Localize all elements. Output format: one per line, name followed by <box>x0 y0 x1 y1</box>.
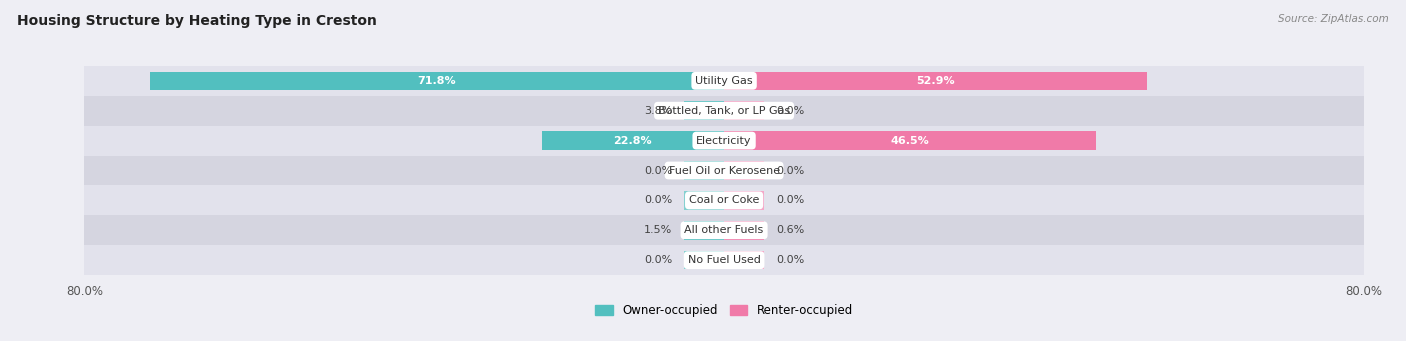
Bar <box>685 191 724 210</box>
Bar <box>724 101 763 120</box>
Text: Electricity: Electricity <box>696 136 752 146</box>
Text: Bottled, Tank, or LP Gas: Bottled, Tank, or LP Gas <box>658 106 790 116</box>
Bar <box>84 66 1364 96</box>
Text: 1.5%: 1.5% <box>644 225 672 235</box>
Bar <box>685 221 724 240</box>
Text: 0.6%: 0.6% <box>776 225 804 235</box>
Text: 71.8%: 71.8% <box>418 76 457 86</box>
Bar <box>84 245 1364 275</box>
Text: 0.0%: 0.0% <box>776 255 804 265</box>
Text: Coal or Coke: Coal or Coke <box>689 195 759 205</box>
Bar <box>685 251 724 269</box>
Text: 52.9%: 52.9% <box>917 76 955 86</box>
Bar <box>724 191 763 210</box>
Legend: Owner-occupied, Renter-occupied: Owner-occupied, Renter-occupied <box>591 299 858 322</box>
Bar <box>84 186 1364 216</box>
Bar <box>84 155 1364 186</box>
Text: 22.8%: 22.8% <box>613 136 652 146</box>
Bar <box>84 125 1364 155</box>
Text: No Fuel Used: No Fuel Used <box>688 255 761 265</box>
Text: Utility Gas: Utility Gas <box>696 76 752 86</box>
Text: Housing Structure by Heating Type in Creston: Housing Structure by Heating Type in Cre… <box>17 14 377 28</box>
Bar <box>150 72 724 90</box>
Text: 0.0%: 0.0% <box>776 106 804 116</box>
Bar <box>724 72 1147 90</box>
Text: 46.5%: 46.5% <box>890 136 929 146</box>
Bar <box>685 161 724 180</box>
Bar <box>541 131 724 150</box>
Text: Fuel Oil or Kerosene: Fuel Oil or Kerosene <box>668 165 780 176</box>
Text: 0.0%: 0.0% <box>776 195 804 205</box>
Bar <box>84 96 1364 125</box>
Bar <box>724 161 763 180</box>
Bar <box>724 131 1095 150</box>
Bar <box>724 251 763 269</box>
Text: 3.8%: 3.8% <box>644 106 672 116</box>
Text: All other Fuels: All other Fuels <box>685 225 763 235</box>
Bar <box>685 101 724 120</box>
Text: 0.0%: 0.0% <box>644 255 672 265</box>
Text: Source: ZipAtlas.com: Source: ZipAtlas.com <box>1278 14 1389 24</box>
Text: 0.0%: 0.0% <box>776 165 804 176</box>
Text: 0.0%: 0.0% <box>644 165 672 176</box>
Bar <box>84 216 1364 245</box>
Bar <box>724 221 763 240</box>
Text: 0.0%: 0.0% <box>644 195 672 205</box>
